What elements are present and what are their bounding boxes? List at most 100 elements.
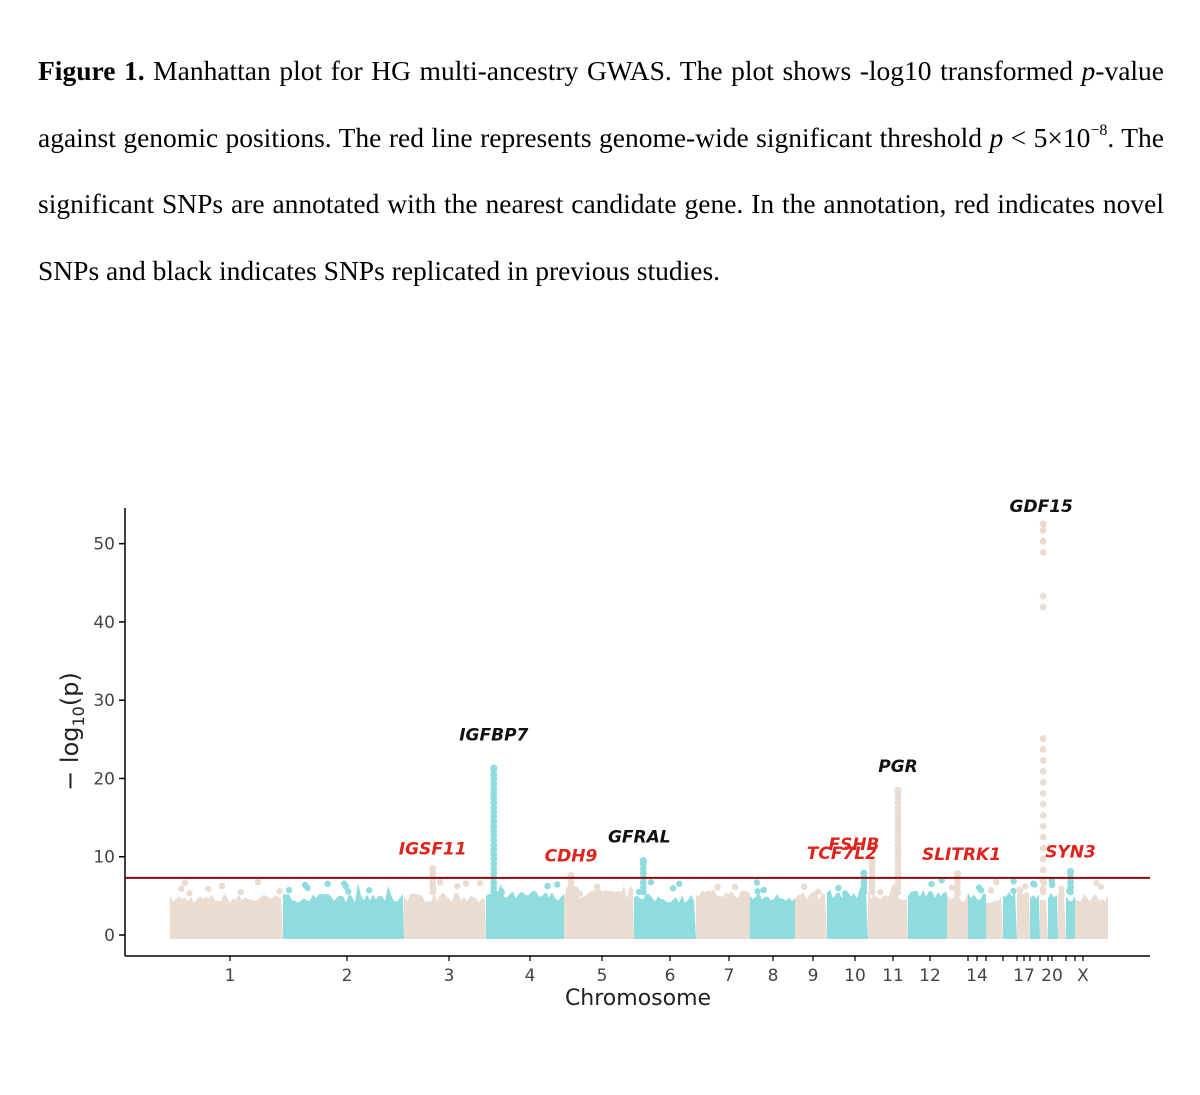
caption-p-1: p	[1081, 55, 1096, 86]
snp-point	[530, 890, 538, 898]
gene-label-gdf15: GDF15	[1010, 497, 1073, 517]
snp-point	[593, 883, 601, 890]
snp-point	[1067, 883, 1074, 891]
peak-snp-point	[1066, 868, 1075, 876]
chromosome-band-21	[1058, 892, 1066, 939]
x-tick-label: 8	[768, 966, 779, 986]
snp-point	[1048, 877, 1055, 884]
snp-point	[1067, 879, 1074, 886]
snp-point	[490, 785, 498, 793]
snp-point	[1039, 603, 1047, 611]
snp-point	[454, 883, 461, 890]
snp-point	[669, 885, 677, 892]
gene-label-cdh9: CDH9	[545, 847, 598, 867]
snp-point	[301, 881, 309, 889]
snp-point	[860, 879, 868, 886]
x-tick-label: X	[1077, 966, 1089, 986]
snp-point	[490, 850, 498, 858]
snp-point	[1039, 866, 1047, 874]
snp-point	[894, 804, 902, 811]
caption-text-3: < 5×10	[1003, 121, 1091, 153]
snp-point	[894, 850, 902, 858]
y-tick-label: 40	[93, 613, 115, 633]
y-tick-label: 50	[93, 535, 115, 555]
snp-point	[868, 865, 876, 872]
snp-point	[276, 888, 283, 895]
peak-snp-point	[490, 764, 498, 772]
snp-point	[365, 887, 373, 894]
snp-point	[860, 888, 868, 896]
snp-point	[841, 890, 849, 897]
snp-point	[1039, 811, 1047, 819]
snp-point	[341, 880, 348, 887]
snp-point	[993, 878, 1000, 886]
peak-snp-point	[894, 786, 902, 794]
snp-point	[567, 888, 575, 896]
caption-exponent: −8	[1090, 121, 1108, 139]
x-tick-label: 9	[808, 966, 819, 986]
snp-point	[498, 889, 505, 896]
snp-point	[490, 869, 498, 877]
snp-point	[490, 771, 498, 778]
chromosome-band-5	[564, 885, 634, 939]
snp-point	[1067, 888, 1074, 896]
chromosome-band-10	[827, 884, 868, 939]
gene-label-fshb: FSHB	[828, 835, 879, 855]
snp-point	[868, 888, 876, 896]
y-axis-label: − log10(p)	[56, 672, 88, 791]
x-tick-label: 5	[597, 966, 608, 986]
snp-point	[1039, 778, 1047, 786]
snp-point	[1022, 883, 1029, 890]
snp-point	[801, 883, 808, 890]
snp-point	[572, 886, 580, 893]
caption-text-1: Manhattan plot for HG multi-ancestry GWA…	[153, 55, 1082, 86]
snp-point	[639, 883, 647, 891]
snp-points	[429, 520, 1075, 896]
snp-point	[954, 879, 961, 886]
snp-point	[954, 888, 961, 896]
x-tick-label: 11	[882, 966, 904, 986]
snp-point	[860, 883, 868, 891]
chromosome-band-20	[1048, 893, 1058, 939]
snp-point	[490, 813, 498, 821]
snp-point	[462, 880, 470, 887]
snp-point	[894, 794, 902, 802]
snp-point	[1058, 885, 1065, 893]
snp-point	[754, 888, 761, 895]
snp-point	[676, 880, 683, 887]
snp-point	[490, 822, 498, 830]
snp-point	[490, 888, 498, 896]
snp-point	[1097, 883, 1105, 890]
snp-point	[1039, 888, 1047, 896]
snp-point	[544, 882, 551, 890]
x-tick-label: 4	[525, 966, 536, 986]
snp-point	[639, 879, 647, 886]
snp-point	[567, 879, 575, 886]
snp-point	[218, 882, 226, 890]
x-tick-label: 12	[919, 966, 941, 986]
chromosome-band-16	[1003, 891, 1017, 939]
snp-point	[429, 879, 437, 886]
snp-point	[181, 879, 189, 886]
snp-point	[894, 883, 902, 891]
snp-point	[814, 888, 822, 895]
chromosome-band-11	[868, 884, 908, 939]
chromosome-band-17	[1017, 890, 1030, 939]
peak-snp-point	[429, 864, 437, 873]
snp-point	[894, 855, 902, 863]
snp-point	[1093, 879, 1100, 887]
snp-point	[647, 879, 655, 886]
chromosome-band-19	[1040, 899, 1048, 939]
x-tick-label: 10	[844, 966, 866, 986]
chromosome-band-X	[1075, 893, 1108, 939]
caption-text-2: -value against genomic positions. The re…	[38, 55, 1165, 153]
x-tick-label: 3	[444, 966, 455, 986]
snp-point	[894, 799, 902, 807]
gene-label-pgr: PGR	[878, 757, 918, 777]
snp-point	[476, 879, 484, 887]
peak-snp-point	[868, 858, 876, 866]
snp-point	[490, 865, 498, 872]
snp-point	[868, 869, 876, 877]
snp-point	[490, 841, 498, 849]
snp-point	[894, 827, 902, 835]
